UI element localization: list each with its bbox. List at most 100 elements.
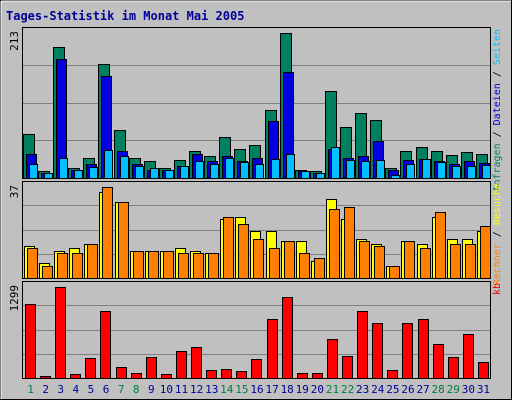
bar-rechner-day-15 (238, 224, 249, 279)
bar-kb-day-28 (433, 344, 444, 379)
day-label-8: 8 (133, 383, 140, 396)
day-label-19: 19 (296, 383, 309, 396)
day-label-4: 4 (73, 383, 80, 396)
y-max-label-requests: 213 (8, 31, 21, 51)
series-legend-requests: Anfragen / Dateien / Seiten (492, 29, 503, 192)
bar-rechner-day-28 (435, 212, 446, 279)
bar-seiten-day-22 (346, 160, 355, 179)
legend-label-visits-1: / (492, 225, 503, 243)
bar-seiten-day-31 (482, 165, 491, 179)
legend-label-requests-1: / (492, 125, 503, 143)
day-label-14: 14 (220, 383, 234, 396)
bar-rechner-day-16 (253, 239, 264, 279)
bar-rechner-day-5 (87, 244, 98, 279)
bar-kb-day-21 (327, 339, 338, 379)
y-max-label-visits: 37 (8, 185, 21, 198)
day-label-30: 30 (462, 383, 475, 396)
bar-kb-day-27 (418, 319, 429, 379)
bar-kb-day-10 (161, 374, 172, 379)
day-label-13: 13 (205, 383, 218, 396)
legend-label-requests-3: / (492, 65, 503, 83)
day-label-10: 10 (160, 383, 173, 396)
bar-rechner-day-9 (148, 251, 159, 279)
bar-rechner-day-21 (329, 209, 340, 279)
bar-rechner-day-12 (193, 253, 204, 279)
legend-label-requests-4: Seiten (492, 29, 503, 65)
bar-rechner-day-29 (450, 244, 461, 279)
bar-rechner-day-3 (57, 253, 68, 279)
bar-rechner-day-25 (389, 266, 400, 279)
day-label-17: 17 (265, 383, 278, 396)
bar-rechner-day-7 (118, 202, 129, 279)
bar-seiten-day-16 (255, 164, 264, 179)
day-label-22: 22 (341, 383, 354, 396)
bar-kb-day-23 (357, 311, 368, 379)
day-label-29: 29 (447, 383, 460, 396)
bar-rechner-day-14 (223, 217, 234, 279)
day-label-7: 7 (118, 383, 125, 396)
day-label-1: 1 (27, 383, 34, 396)
bar-rechner-day-10 (163, 251, 174, 279)
day-label-6: 6 (103, 383, 110, 396)
bar-kb-day-5 (85, 358, 96, 379)
bar-seiten-day-4 (74, 170, 83, 179)
bar-seiten-day-30 (467, 166, 476, 179)
bar-rechner-day-11 (178, 253, 189, 279)
bar-seiten-day-14 (225, 158, 234, 179)
day-label-12: 12 (190, 383, 203, 396)
bar-kb-day-3 (55, 287, 66, 379)
legend-label-visits-0: Rechner (492, 243, 503, 285)
y-max-label-kb: 1299 (8, 285, 21, 312)
day-label-23: 23 (356, 383, 369, 396)
series-legend-kb: kb (492, 283, 503, 295)
bar-rechner-day-4 (72, 253, 83, 279)
bar-rechner-day-2 (42, 266, 53, 279)
legend-label-kb-0: kb (492, 283, 503, 295)
day-label-3: 3 (57, 383, 64, 396)
bar-seiten-day-18 (286, 154, 295, 179)
bar-seiten-day-12 (195, 161, 204, 179)
bar-kb-day-8 (131, 373, 142, 379)
series-legend-visits: Rechner / Besuche (492, 183, 503, 285)
day-label-31: 31 (477, 383, 490, 396)
bar-kb-day-15 (236, 371, 247, 379)
bar-rechner-day-1 (27, 248, 38, 279)
day-label-11: 11 (175, 383, 188, 396)
bar-rechner-day-27 (420, 248, 431, 279)
bar-seiten-day-6 (104, 150, 113, 179)
day-label-27: 27 (416, 383, 429, 396)
bar-seiten-day-5 (89, 167, 98, 179)
bar-rechner-day-13 (208, 253, 219, 279)
bar-seiten-day-13 (210, 164, 219, 179)
bar-kb-day-29 (448, 357, 459, 379)
bar-seiten-day-29 (452, 166, 461, 179)
bar-rechner-day-22 (344, 207, 355, 279)
bar-kb-day-12 (191, 347, 202, 379)
day-label-20: 20 (311, 383, 324, 396)
bar-kb-day-30 (463, 334, 474, 379)
bar-seiten-day-19 (301, 171, 310, 179)
day-label-2: 2 (42, 383, 49, 396)
bar-seiten-day-23 (361, 161, 370, 179)
bar-seiten-day-20 (316, 173, 325, 179)
bar-kb-day-19 (297, 373, 308, 379)
bar-rechner-day-26 (404, 241, 415, 279)
legend-label-requests-0: Anfragen (492, 143, 503, 191)
bar-seiten-day-10 (165, 170, 174, 179)
bar-seiten-day-15 (240, 162, 249, 179)
bar-rechner-day-23 (359, 241, 370, 279)
bar-seiten-day-3 (59, 158, 68, 179)
bar-rechner-day-31 (480, 226, 491, 279)
day-label-16: 16 (250, 383, 263, 396)
bar-kb-day-20 (312, 373, 323, 379)
bar-kb-day-11 (176, 351, 187, 379)
bar-rechner-day-6 (102, 187, 113, 279)
day-label-26: 26 (401, 383, 414, 396)
bar-kb-day-16 (251, 359, 262, 379)
bar-seiten-day-1 (29, 164, 38, 179)
bar-seiten-day-17 (271, 159, 280, 179)
bar-rechner-day-24 (374, 246, 385, 279)
bar-kb-day-14 (221, 369, 232, 379)
